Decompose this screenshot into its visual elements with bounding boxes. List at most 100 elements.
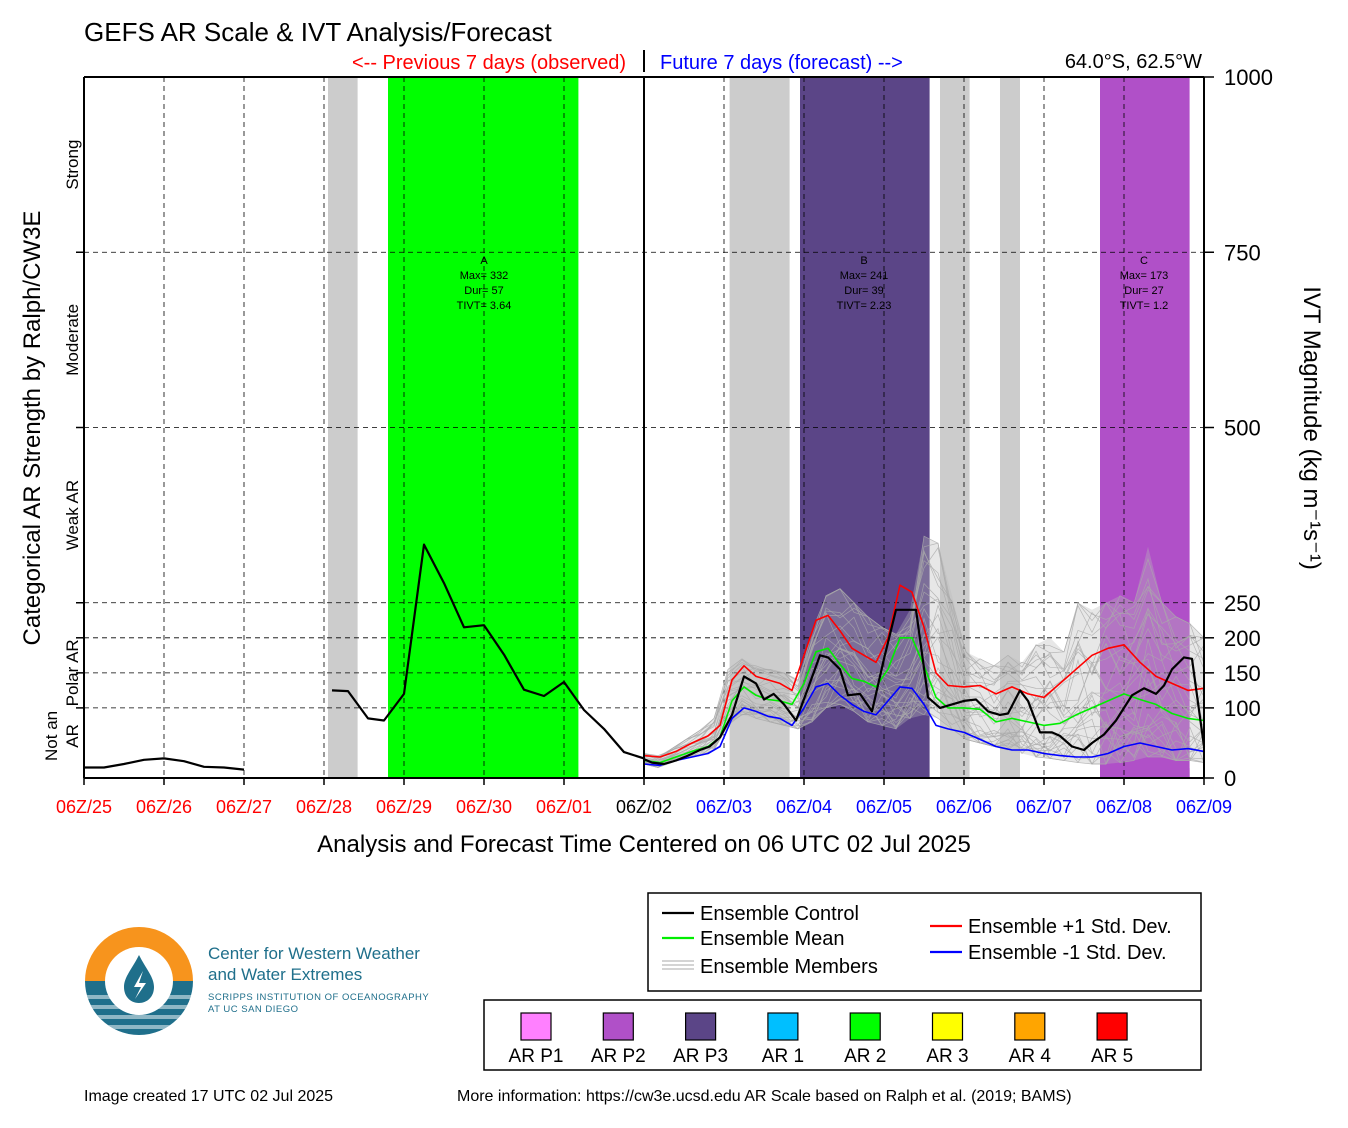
ar-scale-label: AR 5	[1091, 1046, 1133, 1067]
footer-info: More information: https://cw3e.ucsd.edu …	[457, 1088, 1072, 1105]
x-tick-label: 06Z/30	[456, 797, 512, 817]
x-tick-label: 06Z/09	[1176, 797, 1232, 817]
logo-line-4: AT UC SAN DIEGO	[208, 1004, 299, 1015]
ensemble-member-line	[643, 697, 1205, 768]
x-tick-label: 06Z/26	[136, 797, 192, 817]
ar-scale-swatch	[684, 1012, 717, 1041]
ensemble-member-line	[643, 679, 1205, 768]
logo-institution: SCRIPPS INSTITUTION OF OCEANOGRAPHY AT U…	[208, 992, 429, 1016]
legend-box	[647, 892, 1202, 992]
ensemble-member-line	[643, 673, 1205, 766]
x-tick-label: 06Z/08	[1096, 797, 1152, 817]
ar-scale-swatch	[1096, 1012, 1128, 1041]
ar-scale-label: AR 1	[762, 1046, 804, 1067]
x-tick-label: 06Z/25	[56, 797, 112, 817]
ar-scale-label: AR 3	[926, 1046, 968, 1067]
ar-scale-label: AR P2	[591, 1046, 646, 1067]
event-max: Max= 241	[840, 270, 889, 282]
series-group	[84, 543, 1206, 771]
ar-scale-label: AR 4	[1009, 1046, 1052, 1067]
ensemble-member-line	[643, 677, 1205, 768]
ar-scale-swatch	[602, 1012, 634, 1041]
y-tick-label: 500	[1224, 416, 1261, 441]
ar-scale-label: AR 2	[844, 1046, 886, 1067]
series-line-ensemble-1-std-dev-	[643, 584, 1205, 758]
chart-title: GEFS AR Scale & IVT Analysis/Forecast	[84, 17, 552, 47]
event-tivt: TIVT= 1.2	[1120, 300, 1169, 312]
y-axis-title-left: Categorical AR Strength by Ralph/CW3E	[19, 211, 46, 646]
shaded-region	[1100, 768, 1190, 778]
x-axis-title: Analysis and Forecast Time Centered on 0…	[317, 831, 971, 858]
legend-label: Ensemble Mean	[700, 928, 845, 950]
category-label: Moderate	[63, 304, 82, 376]
logo-line-3: SCRIPPS INSTITUTION OF OCEANOGRAPHY	[208, 992, 430, 1003]
cw3e-logo: Center for Western Weather and Water Ext…	[84, 925, 484, 1040]
ar-scale-key: AR P1 AR P2 AR P3 AR 1 AR 2 AR 3 AR 4 AR 5	[509, 1012, 1133, 1067]
series-line-ensemble-control	[331, 543, 645, 760]
legend-label: Ensemble Control	[700, 903, 859, 925]
event-annotations: A Max= 332 Dur= 57 TIVT= 3.64 B Max= 241 Dur= …	[457, 255, 1169, 312]
ar-scale-swatch	[520, 1012, 552, 1041]
category-label: Polar AR	[63, 639, 82, 706]
shaded-region	[940, 77, 970, 778]
event-id: C	[1140, 255, 1148, 267]
axes: 06Z/25 06Z/26 06Z/27 06Z/28 06Z/29 06Z/30 06Z/…	[56, 65, 1273, 817]
ensemble-member-line	[643, 582, 1205, 758]
category-labels: Not an AR Polar AR Weak AR Moderate Strong	[42, 140, 82, 761]
logo-org-name: Center for Western Weather and Water Ext…	[208, 943, 420, 985]
ar-scale-label: AR P1	[509, 1046, 564, 1067]
x-tick-label: 06Z/02	[616, 797, 672, 817]
x-tick-label: 06Z/27	[216, 797, 272, 817]
x-tick-label: 06Z/06	[936, 797, 992, 817]
observed-period-label: <-- Previous 7 days (observed)	[352, 52, 626, 74]
forecast-period-label: Future 7 days (forecast) -->	[660, 52, 903, 74]
ar-scale-swatch	[767, 1012, 799, 1041]
legend-label: Ensemble -1 Std. Dev.	[968, 942, 1167, 964]
logo-line-1: Center for Western Weather	[208, 944, 420, 963]
event-tivt: TIVT= 2.23	[837, 300, 892, 312]
footer-created: Image created 17 UTC 02 Jul 2025	[84, 1088, 334, 1105]
x-tick-label: 06Z/05	[856, 797, 912, 817]
ensemble-member-line	[643, 547, 1205, 756]
y-tick-label: 750	[1224, 240, 1261, 265]
category-label: Not an	[42, 711, 61, 761]
event-id: A	[480, 255, 488, 267]
series-line-ensemble-1-std-dev-	[643, 682, 1205, 767]
ensemble-member-line	[643, 636, 1205, 764]
x-tick-label: 06Z/04	[776, 797, 832, 817]
event-max: Max= 173	[1120, 270, 1169, 282]
ar-scale-swatch	[849, 1012, 881, 1041]
y-tick-label: 0	[1224, 766, 1236, 791]
location-label: 64.0°S, 62.5°W	[1065, 51, 1202, 73]
series-line-ensemble-control	[643, 608, 1206, 766]
x-tick-label: 06Z/29	[376, 797, 432, 817]
y-tick-label: 250	[1224, 591, 1261, 616]
y-axis-title-right: IVT Magnitude (kg m⁻¹s⁻¹)	[1298, 286, 1325, 570]
x-tick-label: 06Z/28	[296, 797, 352, 817]
y-tick-label: 200	[1224, 626, 1261, 651]
x-tick-label: 06Z/03	[696, 797, 752, 817]
event-duration: Dur= 27	[1124, 285, 1163, 297]
legend: Ensemble Control Ensemble Mean Ensemble Me…	[662, 903, 1172, 978]
ar-scale-label: AR P3	[673, 1046, 728, 1067]
legend-label: Ensemble +1 Std. Dev.	[968, 916, 1172, 938]
ensemble-member-line	[643, 627, 1205, 761]
legend-label: Ensemble Members	[700, 956, 878, 978]
shaded-region	[328, 77, 358, 778]
event-duration: Dur= 39	[844, 285, 883, 297]
x-tick-label: 06Z/01	[536, 797, 592, 817]
logo-line-2: and Water Extremes	[208, 965, 363, 984]
ensemble-member-line	[643, 591, 1205, 760]
ar-scale-swatch	[931, 1012, 964, 1041]
ensemble-member-line	[643, 657, 1205, 766]
event-max: Max= 332	[460, 270, 509, 282]
ensemble-member-line	[643, 542, 1205, 759]
y-tick-label: 150	[1224, 661, 1261, 686]
series-line-ensemble-control	[84, 757, 245, 771]
event-id: B	[860, 255, 867, 267]
y-tick-label: 1000	[1224, 65, 1273, 90]
ar-scale-swatch	[1014, 1012, 1046, 1041]
category-label: AR	[63, 724, 82, 748]
cw3e-emblem-icon	[85, 927, 193, 1035]
